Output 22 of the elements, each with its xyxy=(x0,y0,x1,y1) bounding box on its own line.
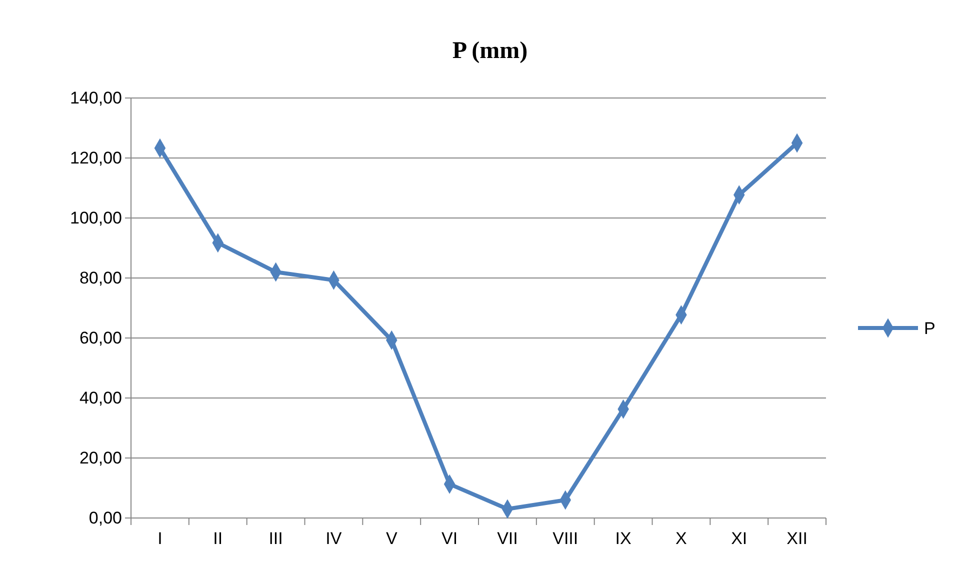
x-tick-label: XI xyxy=(731,529,748,548)
x-tick-label: X xyxy=(676,529,687,548)
y-tick-label: 0,00 xyxy=(88,508,122,528)
x-tick-label: VII xyxy=(497,529,518,548)
x-tick-label: III xyxy=(268,529,283,548)
x-tick-label: VI xyxy=(442,529,458,548)
y-tick-label: 120,00 xyxy=(70,148,122,168)
x-tick-label: IV xyxy=(326,529,342,548)
x-tick-label: I xyxy=(158,529,162,548)
x-tick-label: VIII xyxy=(552,529,578,548)
legend-label: P xyxy=(924,319,936,338)
chart-title: P (mm) xyxy=(452,38,528,64)
x-tick-label: IX xyxy=(615,529,632,548)
y-tick-label: 100,00 xyxy=(70,208,122,228)
x-tick-label: XII xyxy=(786,529,808,548)
y-tick-label: 40,00 xyxy=(79,388,122,408)
x-tick-label: V xyxy=(386,529,398,548)
y-tick-label: 60,00 xyxy=(79,328,122,348)
x-tick-label: II xyxy=(213,529,223,548)
y-tick-label: 20,00 xyxy=(79,448,122,468)
y-tick-label: 140,00 xyxy=(70,88,122,108)
y-tick-label: 80,00 xyxy=(79,268,122,288)
